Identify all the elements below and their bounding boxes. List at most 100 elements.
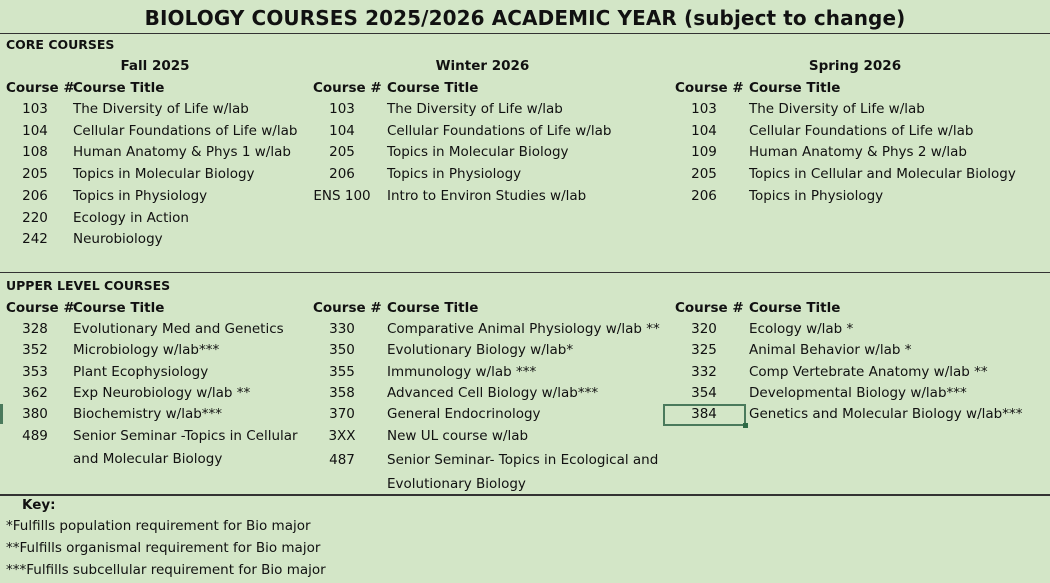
term-heading[interactable]: Fall 2025: [120, 58, 190, 74]
course-title[interactable]: Developmental Biology w/lab***: [749, 384, 967, 401]
fill-handle[interactable]: [743, 423, 748, 428]
course-number[interactable]: ENS 100: [313, 187, 371, 204]
course-number[interactable]: 3XX: [328, 427, 356, 444]
course-title[interactable]: Topics in Physiology: [73, 187, 208, 204]
course-number[interactable]: 205: [691, 166, 717, 183]
course-title[interactable]: Genetics and Molecular Biology w/lab***: [749, 406, 1023, 423]
upper-section-label[interactable]: UPPER LEVEL COURSES: [6, 278, 171, 293]
course-title-header[interactable]: Course Title: [387, 300, 479, 316]
key-line[interactable]: **Fulfills organismal requirement for Bi…: [6, 540, 321, 556]
course-title[interactable]: The Diversity of Life w/lab: [73, 101, 249, 117]
page-title[interactable]: BIOLOGY COURSES 2025/2026 ACADEMIC YEAR …: [144, 6, 906, 30]
term-heading[interactable]: Spring 2026: [808, 58, 902, 74]
course-title[interactable]: and Molecular Biology: [73, 450, 223, 467]
course-number[interactable]: 104: [329, 122, 355, 139]
course-number[interactable]: 205: [22, 166, 48, 183]
course-number[interactable]: 206: [22, 187, 48, 204]
course-number-header[interactable]: Course #: [313, 80, 382, 96]
course-number[interactable]: 109: [691, 144, 717, 161]
course-number-header[interactable]: Course #: [675, 300, 744, 316]
course-title[interactable]: Microbiology w/lab***: [73, 342, 220, 359]
course-title[interactable]: Topics in Physiology: [749, 187, 884, 204]
course-number[interactable]: 380: [22, 406, 48, 423]
course-title-header[interactable]: Course Title: [749, 300, 841, 316]
course-title[interactable]: The Diversity of Life w/lab: [387, 101, 563, 117]
core-divider: [0, 272, 1050, 273]
course-number[interactable]: 354: [691, 384, 717, 401]
course-title[interactable]: The Diversity of Life w/lab: [749, 101, 925, 117]
course-number-header[interactable]: Course #: [6, 80, 75, 96]
course-title-header[interactable]: Course Title: [749, 80, 841, 96]
course-title[interactable]: Animal Behavior w/lab *: [749, 342, 912, 359]
course-number[interactable]: 325: [691, 342, 717, 359]
course-number[interactable]: 352: [22, 342, 48, 359]
course-title[interactable]: Ecology w/lab *: [749, 321, 854, 337]
course-title[interactable]: Advanced Cell Biology w/lab***: [387, 384, 599, 401]
course-title[interactable]: Evolutionary Biology: [387, 475, 526, 492]
course-title[interactable]: Senior Seminar -Topics in Cellular: [73, 427, 298, 444]
course-number-header[interactable]: Course #: [675, 80, 744, 96]
course-title[interactable]: Comp Vertebrate Anatomy w/lab **: [749, 363, 988, 380]
selected-cell[interactable]: [663, 404, 746, 426]
course-number[interactable]: 353: [22, 363, 48, 380]
course-title[interactable]: Senior Seminar- Topics in Ecological and: [387, 451, 659, 468]
course-number[interactable]: 370: [329, 406, 355, 423]
course-title[interactable]: Plant Ecophysiology: [73, 363, 209, 380]
course-number[interactable]: 384: [691, 406, 717, 423]
course-title[interactable]: Topics in Molecular Biology: [387, 144, 569, 161]
key-title[interactable]: Key:: [22, 497, 56, 513]
course-number[interactable]: 320: [691, 321, 717, 337]
course-title[interactable]: Topics in Molecular Biology: [73, 166, 255, 183]
course-number[interactable]: 205: [329, 144, 355, 161]
course-title[interactable]: Cellular Foundations of Life w/lab: [387, 122, 612, 139]
course-title[interactable]: Neurobiology: [73, 231, 163, 248]
course-number[interactable]: 328: [22, 321, 48, 337]
term-heading[interactable]: Winter 2026: [435, 58, 530, 74]
key-line[interactable]: ***Fulfills subcellular requirement for …: [6, 562, 326, 578]
course-title[interactable]: Biochemistry w/lab***: [73, 406, 223, 423]
course-number[interactable]: 103: [22, 101, 48, 117]
course-title[interactable]: Cellular Foundations of Life w/lab: [73, 122, 298, 139]
course-number-header[interactable]: Course #: [313, 300, 382, 316]
course-number[interactable]: 332: [691, 363, 717, 380]
course-number[interactable]: 358: [329, 384, 355, 401]
course-number[interactable]: 206: [329, 166, 355, 183]
course-number[interactable]: 350: [329, 342, 355, 359]
course-title[interactable]: Human Anatomy & Phys 1 w/lab: [73, 144, 291, 161]
course-title[interactable]: Evolutionary Med and Genetics: [73, 321, 284, 337]
course-number[interactable]: 355: [329, 363, 355, 380]
course-number[interactable]: 330: [329, 321, 355, 337]
course-number[interactable]: 362: [22, 384, 48, 401]
course-title[interactable]: Topics in Physiology: [387, 166, 522, 183]
course-title[interactable]: Evolutionary Biology w/lab*: [387, 342, 574, 359]
course-title[interactable]: Exp Neurobiology w/lab **: [73, 384, 251, 401]
row-header-indicator: [0, 404, 3, 424]
course-title[interactable]: Cellular Foundations of Life w/lab: [749, 122, 974, 139]
course-number[interactable]: 206: [691, 187, 717, 204]
course-number[interactable]: 103: [691, 101, 717, 117]
course-number[interactable]: 487: [329, 451, 355, 468]
course-number[interactable]: 104: [22, 122, 48, 139]
course-title-header[interactable]: Course Title: [387, 80, 479, 96]
course-title[interactable]: Ecology in Action: [73, 209, 189, 226]
course-title[interactable]: Human Anatomy & Phys 2 w/lab: [749, 144, 967, 161]
course-number[interactable]: 220: [22, 209, 48, 226]
course-title-header[interactable]: Course Title: [73, 300, 165, 316]
core-section-label[interactable]: CORE COURSES: [6, 37, 115, 52]
course-number[interactable]: 103: [329, 101, 355, 117]
course-title[interactable]: Intro to Environ Studies w/lab: [387, 187, 587, 204]
key-line[interactable]: *Fulfills population requirement for Bio…: [6, 518, 311, 534]
upper-divider: [0, 494, 1050, 496]
course-title-header[interactable]: Course Title: [73, 80, 165, 96]
course-title[interactable]: Topics in Cellular and Molecular Biology: [749, 166, 1016, 183]
course-title[interactable]: New UL course w/lab: [387, 427, 529, 444]
course-title[interactable]: General Endocrinology: [387, 406, 541, 423]
course-number[interactable]: 242: [22, 231, 48, 248]
course-number[interactable]: 489: [22, 427, 48, 444]
course-number[interactable]: 104: [691, 122, 717, 139]
course-title[interactable]: Comparative Animal Physiology w/lab **: [387, 321, 660, 337]
course-number-header[interactable]: Course #: [6, 300, 75, 316]
course-number[interactable]: 108: [22, 144, 48, 161]
course-title[interactable]: Immunology w/lab ***: [387, 363, 537, 380]
